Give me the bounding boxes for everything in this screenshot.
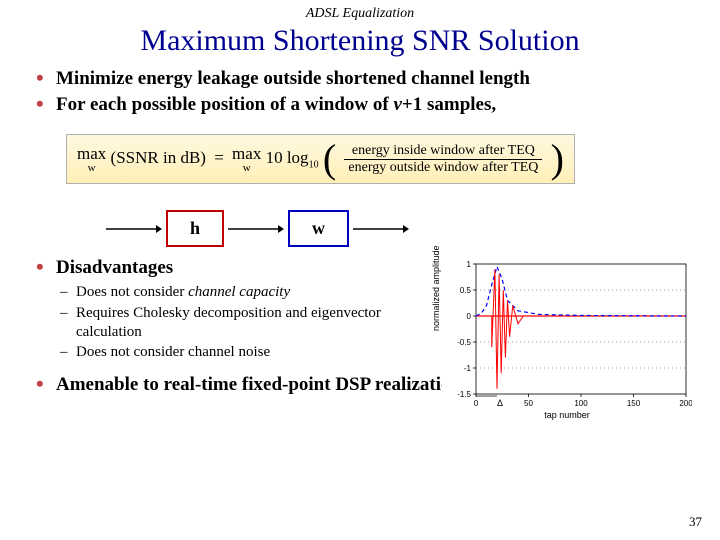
block-w: w: [288, 210, 349, 247]
bullet-1: Minimize energy leakage outside shortene…: [36, 68, 684, 90]
sub-2: Requires Cholesky decomposition and eige…: [60, 304, 426, 342]
tenlog: 10 log: [266, 148, 309, 167]
page-number: 37: [689, 514, 702, 530]
paren-left: (: [323, 141, 336, 177]
section-header: ADSL Equalization: [0, 0, 720, 22]
bullet-2-pre: For each possible position of a window o…: [56, 94, 393, 115]
max-sub-2: w: [232, 162, 261, 174]
tenlog-sub: 10: [309, 159, 319, 170]
svg-text:-0.5: -0.5: [457, 338, 471, 347]
sub-1-pre: Does not consider: [76, 284, 188, 300]
bullet-2: For each possible position of a window o…: [36, 94, 684, 116]
svg-text:100: 100: [574, 399, 588, 408]
rhs-max: max w: [232, 144, 261, 174]
xlabel: tap number: [544, 410, 590, 420]
arrow-in: [106, 222, 162, 236]
chart-svg: 0 50 100 150 200 -1.5 -1 -0.5 0 0.5 1 Δ: [442, 258, 692, 418]
svg-text:200: 200: [679, 399, 692, 408]
svg-text:50: 50: [524, 399, 533, 408]
ylabel: normalized amplitude: [431, 245, 441, 331]
bullet-2-post: +1 samples,: [402, 94, 496, 115]
top-bullets: Minimize energy leakage outside shortene…: [36, 68, 684, 116]
arrow-out: [353, 222, 409, 236]
formula-box: max w (SSNR in dB) = max w 10 log10 ( en…: [66, 134, 575, 184]
lhs-inside: (SSNR in dB): [111, 148, 206, 167]
svg-text:-1: -1: [464, 364, 472, 373]
block-h: h: [166, 210, 224, 247]
svg-text:150: 150: [627, 399, 641, 408]
svg-text:0: 0: [467, 312, 472, 321]
max-text: max: [77, 144, 106, 163]
sub-1: Does not consider channel capacity: [60, 283, 426, 302]
page-title: Maximum Shortening SNR Solution: [0, 24, 720, 58]
disadvantages-heading: Disadvantages: [36, 257, 426, 279]
svg-text:0.5: 0.5: [460, 286, 472, 295]
paren-right: ): [551, 141, 564, 177]
svg-text:Δ: Δ: [497, 398, 503, 408]
numerator: energy inside window after TEQ: [344, 143, 542, 160]
response-chart: 050100150200-1.5-1-0.500.51Δ normalized …: [442, 258, 692, 418]
fraction: energy inside window after TEQ energy ou…: [344, 143, 542, 176]
sub-1-em: channel capacity: [188, 284, 290, 300]
max-sub: w: [77, 162, 106, 174]
lhs-max: max w: [77, 144, 106, 174]
sub-3: Does not consider channel noise: [60, 343, 426, 362]
block-diagram: h w: [106, 210, 684, 247]
svg-text:-1.5: -1.5: [457, 390, 471, 399]
nu-symbol: ν: [393, 94, 401, 115]
max-text-2: max: [232, 144, 261, 163]
arrow-mid: [228, 222, 284, 236]
sub-bullets: Does not consider channel capacity Requi…: [60, 283, 426, 362]
svg-text:1: 1: [467, 260, 472, 269]
denominator: energy outside window after TEQ: [344, 160, 542, 176]
bullet-3: Disadvantages: [36, 257, 426, 279]
left-column: Disadvantages Does not consider channel …: [36, 257, 426, 362]
svg-text:0: 0: [474, 399, 479, 408]
equals: =: [214, 148, 224, 167]
